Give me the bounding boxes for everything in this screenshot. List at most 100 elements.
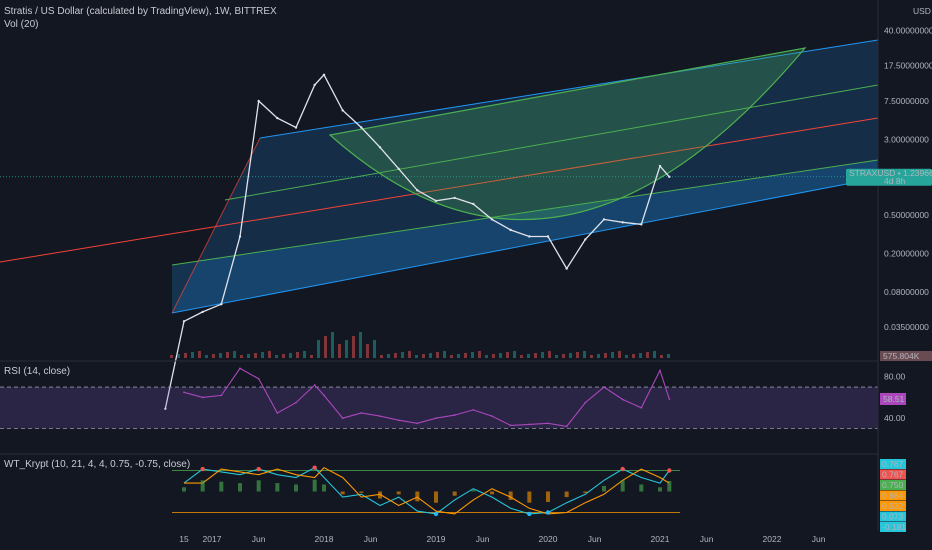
rsi-point (323, 394, 325, 397)
wt-hist-bar (658, 487, 662, 492)
price-point (528, 235, 531, 238)
time-tick-label: Jun (252, 534, 266, 544)
wt-hist-bar (182, 487, 186, 492)
wt-value-bg (880, 522, 906, 532)
wt-hist-bar (359, 491, 364, 493)
price-point (257, 99, 260, 103)
rsi-pane[interactable] (0, 367, 878, 429)
wt-hist-bar (275, 483, 280, 492)
price-point (658, 164, 662, 168)
volume-bar (541, 352, 544, 358)
time-tick-label: 2018 (315, 534, 334, 544)
symbol-tag-bg (846, 168, 932, 186)
wt-value-label: -0.181 (882, 522, 906, 532)
time-tick-label: 2019 (427, 534, 446, 544)
volume-bar (639, 353, 642, 358)
volume-bar (401, 352, 404, 358)
channel-inner-line (171, 159, 879, 266)
volume-bar (443, 351, 446, 358)
time-tick-label: 15 (179, 534, 189, 544)
volume-bar (667, 354, 670, 358)
volume-bar (366, 344, 369, 358)
rsi-label: RSI (14, close) (4, 366, 71, 377)
volume-bar (408, 351, 411, 358)
time-tick-label: Jun (476, 534, 490, 544)
price-point (565, 267, 568, 270)
volume-bar (660, 355, 663, 358)
rsi-point (491, 415, 493, 417)
volume-bar (373, 340, 376, 358)
volume-bar (513, 351, 516, 358)
time-tick-label: 2017 (203, 534, 222, 544)
wt-hist-bar (434, 491, 438, 503)
price-point (201, 310, 204, 314)
rsi-point (547, 422, 549, 425)
wt-line-slow (184, 467, 670, 515)
price-tick-label: 17.50000000 (884, 60, 932, 70)
price-pane[interactable] (0, 39, 879, 410)
wt-hist-bar (508, 491, 513, 500)
volume-tag: 575.804K (883, 351, 920, 361)
wt-hist-bar (256, 480, 261, 492)
wt-signal-dot (256, 466, 261, 472)
volume-bar (436, 352, 439, 358)
volume-bar (527, 354, 530, 358)
wt-value-label: 0.767 (882, 470, 904, 480)
wt-signal-dot (545, 510, 551, 515)
wt-hist-bar (415, 491, 420, 502)
price-point (472, 202, 475, 206)
volume-bar (534, 353, 537, 358)
volume-bar (555, 355, 558, 358)
volume-bar (254, 353, 257, 358)
price-point (434, 199, 438, 203)
price-point (164, 407, 167, 410)
wt-hist-bar (602, 485, 606, 492)
volume-tag-bg (880, 351, 932, 361)
price-point (453, 196, 456, 200)
price-point (490, 218, 494, 221)
price-point (341, 109, 344, 112)
rsi-point (659, 369, 661, 372)
wt-hist-bar (378, 491, 382, 499)
volume-bar (485, 355, 488, 358)
volume-bar (653, 351, 656, 358)
volume-bar (625, 355, 628, 358)
price-point (313, 83, 316, 87)
volume-bar (506, 352, 509, 358)
volume-label: Vol (20) (4, 19, 39, 30)
arc-fill (328, 47, 807, 221)
rsi-point (621, 398, 624, 401)
wt-value-bg (880, 469, 906, 480)
wt-value-bg (880, 511, 906, 522)
rsi-point (379, 415, 381, 417)
wt-hist-bar (564, 491, 569, 498)
volume-bar (632, 354, 635, 358)
volume-bar (324, 336, 327, 358)
rsi-tick-label: 40.00 (884, 413, 906, 423)
symbol-tag: STRAXUSD • 1.23966554 (849, 168, 932, 178)
volume-bar (352, 336, 355, 358)
price-tick-label: 40.00000000 (884, 26, 932, 36)
volume-bar (233, 351, 236, 358)
rsi-point (640, 406, 643, 409)
wt-signal-dot (433, 511, 439, 517)
rsi-point (257, 377, 260, 380)
time-tick-label: Jun (364, 534, 378, 544)
rsi-point (565, 425, 568, 428)
wt-hist-bar (583, 491, 588, 493)
volume-bar (261, 352, 264, 358)
time-tick-label: 2020 (539, 534, 558, 544)
volume-bar (310, 355, 313, 358)
channel-lower-line (171, 177, 879, 314)
price-point (509, 228, 512, 232)
volume-bar (303, 351, 306, 358)
wt-hist-bar (620, 480, 625, 492)
wt-pane[interactable] (172, 465, 680, 517)
rsi-value-bg (880, 392, 906, 405)
volume-bar (205, 355, 208, 358)
price-point (220, 303, 223, 306)
rsi-point (183, 391, 185, 394)
volume-bar (282, 354, 285, 358)
